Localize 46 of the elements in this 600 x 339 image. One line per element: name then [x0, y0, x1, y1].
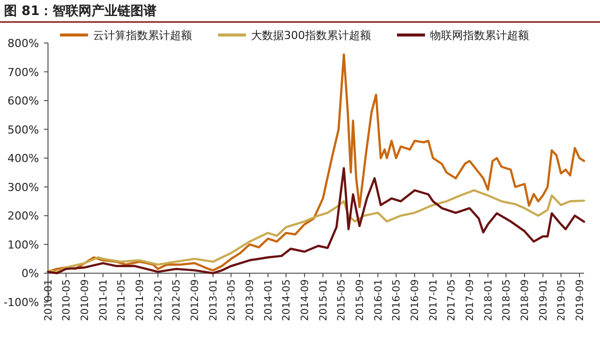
x-tick-label: 2017-01 — [428, 279, 440, 322]
x-tick-label: 2015-01 — [318, 279, 330, 322]
x-tick-label: 2018-09 — [520, 279, 532, 322]
x-tick-label: 2017-09 — [465, 279, 476, 322]
y-tick-label: 600% — [8, 94, 39, 108]
y-tick-label: 400% — [8, 152, 39, 166]
x-tick-label: 2015-05 — [336, 279, 348, 322]
x-tick-label: 2016-01 — [373, 279, 384, 322]
y-tick-label: 700% — [8, 66, 39, 79]
x-tick-label: 2014-01 — [263, 279, 274, 322]
x-tick-label: 2013-01 — [208, 279, 220, 322]
y-tick-label: 300% — [8, 180, 39, 194]
y-tick-label: 100% — [8, 238, 39, 252]
x-tick-label: 2018-05 — [502, 279, 513, 322]
x-tick-label: 2019-09 — [574, 279, 586, 322]
x-tick-label: 2012-05 — [172, 279, 183, 322]
x-tick-label: 2018-01 — [483, 279, 494, 322]
x-tick-label: 2010-01 — [44, 279, 54, 322]
y-tick-label: 800% — [8, 37, 39, 50]
x-tick-label: 2010-05 — [62, 279, 73, 322]
line-series — [46, 167, 586, 274]
x-tick-label: 2014-05 — [282, 279, 293, 322]
x-tick-label: 2013-05 — [226, 279, 238, 322]
x-tick-label: 2013-09 — [245, 279, 256, 322]
y-tick-label: 500% — [8, 123, 39, 136]
x-tick-label: 2017-05 — [446, 279, 458, 322]
line-series — [46, 189, 586, 273]
x-tick-label: 2012-01 — [153, 279, 164, 322]
y-tick-label: -100% — [4, 296, 39, 309]
y-tick-label: 200% — [8, 210, 39, 223]
x-tick-label: 2016-09 — [410, 279, 422, 322]
x-tick-label: 2016-05 — [392, 279, 403, 322]
x-tick-label: 2012-09 — [190, 279, 202, 322]
x-tick-label: 2014-09 — [300, 279, 312, 322]
chart-title: 图 81：智联网产业链图谱 — [4, 3, 157, 19]
x-tick-label: 2010-09 — [80, 279, 92, 322]
x-tick-label: 2019-05 — [556, 279, 568, 322]
x-tick-label: 2011-09 — [135, 279, 146, 322]
y-tick-label: 0% — [22, 267, 39, 280]
legend-label: 物联网指数累计超额 — [430, 29, 529, 42]
x-tick-label: 2019-01 — [538, 279, 550, 322]
legend-label: 大数据300指数累计超额 — [251, 29, 371, 42]
x-tick-label: 2011-05 — [116, 279, 128, 322]
x-tick-label: 2015-09 — [355, 279, 366, 322]
x-tick-label: 2011-01 — [98, 279, 110, 322]
legend-label: 云计算指数累计超额 — [93, 29, 192, 42]
